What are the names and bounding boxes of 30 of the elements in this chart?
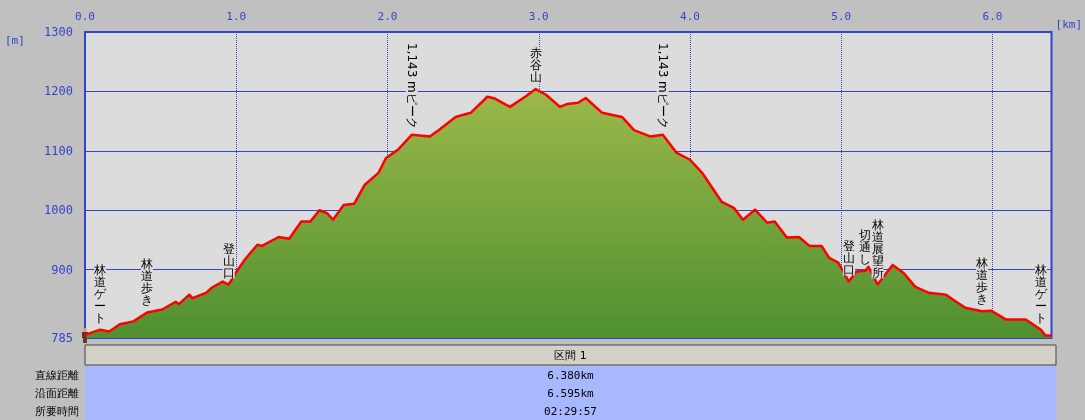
text: 直線距離 6.380km (35, 368, 594, 382)
text: 沿面距離 6.595km (35, 386, 594, 400)
annotation: 林道歩き (140, 257, 154, 308)
annotation: 林道展望所 (870, 217, 884, 280)
annotation: 赤谷山 (529, 46, 542, 85)
text: 所要時間 02:29:57 (35, 404, 597, 418)
annotation: 林道ゲート (1033, 262, 1048, 325)
y-tick-label: 900 (51, 262, 73, 277)
annotation: 1,143 mピーク (404, 42, 419, 129)
x-tick-label: 6.0 (982, 10, 1003, 23)
x-tick-label: 4.0 (680, 10, 700, 23)
y-tick-label: 785 (51, 331, 73, 345)
y-tick-label: 1300 (44, 25, 73, 39)
x-tick-label: 3.0 (528, 10, 549, 23)
text: 区間 1 (554, 348, 587, 362)
annotation: 登山口 (842, 238, 855, 277)
y-tick-label: 1100 (44, 143, 73, 158)
annotation: 林道ゲート (93, 262, 108, 325)
x-axis-title: [km] (1055, 18, 1083, 31)
x-tick-label: 1.0 (226, 10, 247, 23)
x-tick-label: 2.0 (377, 10, 398, 23)
annotation: 切通し (859, 227, 872, 266)
x-tick-label: 5.0 (831, 10, 852, 23)
x-tick-label: 0.0 (75, 10, 95, 23)
annotation: 林道歩き (974, 256, 988, 307)
annotation: 登山口 (222, 241, 235, 280)
annotation: 1,143 mピーク (655, 42, 670, 129)
y-axis-title: [m] (5, 34, 25, 47)
y-tick-label: 1000 (44, 203, 73, 218)
y-tick-label: 1200 (44, 84, 73, 99)
